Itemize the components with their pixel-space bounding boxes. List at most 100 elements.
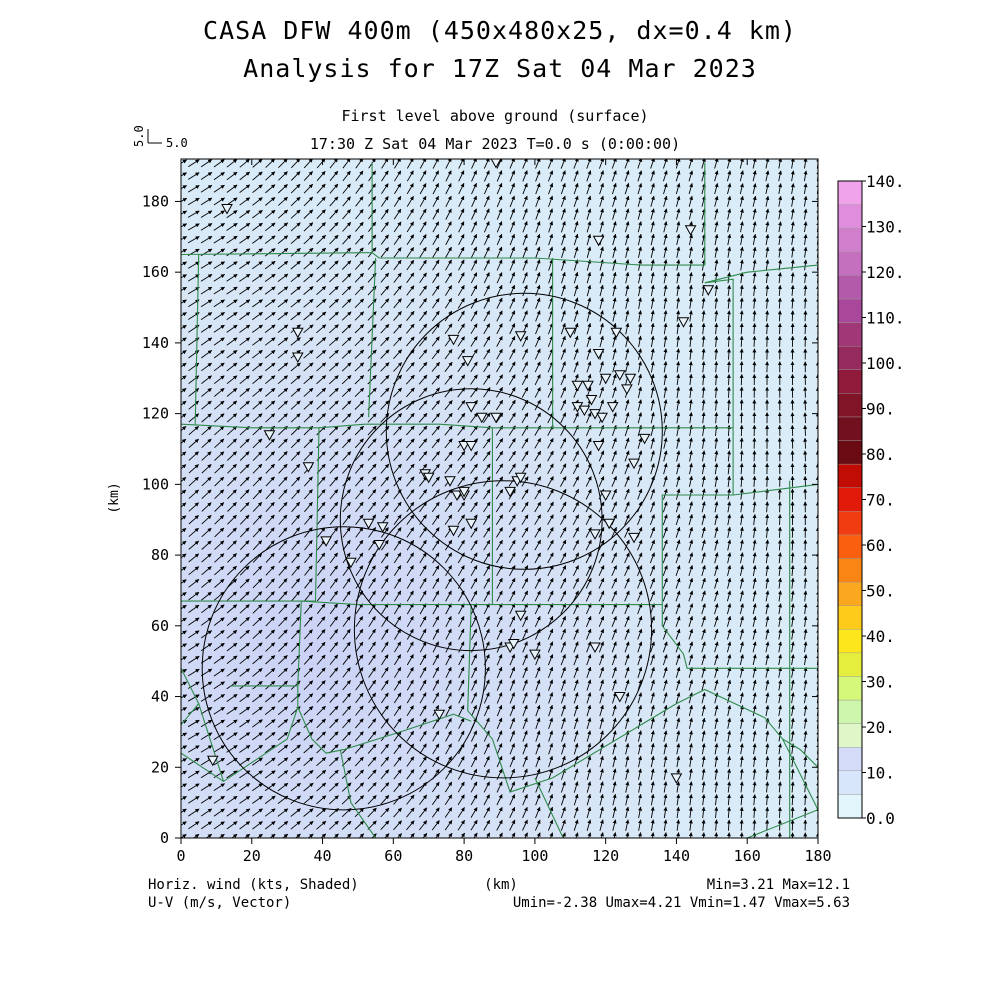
- time-subtitle: 17:30 Z Sat 04 Mar 2023 T=0.0 s (0:00:00…: [309, 135, 681, 153]
- wind-vector: [239, 311, 251, 321]
- level-subtitle: First level above ground (surface): [341, 107, 649, 125]
- wind-vector: [277, 413, 288, 423]
- wind-vector: [790, 526, 795, 538]
- wind-vector: [201, 566, 212, 576]
- wind-vector: [188, 591, 200, 601]
- wind-vector: [226, 248, 238, 257]
- wind-vector: [256, 833, 263, 838]
- wind-vector: [239, 527, 250, 538]
- wind-vector: [265, 540, 275, 551]
- wind-vector: [187, 770, 200, 779]
- wind-vector: [226, 159, 238, 168]
- wind-vector: [265, 629, 276, 640]
- x-tick-label: 140: [663, 847, 690, 865]
- wind-vector: [752, 819, 757, 831]
- wind-vector: [227, 540, 237, 551]
- vector-scale-vertical-label: 5.0: [132, 125, 146, 147]
- wind-vector: [264, 337, 276, 346]
- colorbar-cell: [837, 440, 863, 465]
- wind-vector: [226, 438, 237, 449]
- wind-vector: [264, 273, 276, 282]
- wind-vector: [226, 222, 238, 231]
- wind-vector: [252, 463, 263, 474]
- wind-vector: [252, 413, 263, 423]
- colorbar-cell: [837, 558, 863, 583]
- wind-vector: [188, 808, 200, 817]
- wind-vector: [188, 604, 200, 613]
- wind-vector: [290, 744, 301, 754]
- wind-vector: [252, 757, 263, 766]
- wind-vector: [278, 552, 288, 563]
- wind-vector: [265, 591, 275, 602]
- colorbar-cell: [837, 369, 863, 394]
- wind-vector: [291, 539, 301, 551]
- wind-vector: [200, 261, 213, 269]
- wind-vector: [213, 210, 225, 219]
- wind-vector: [290, 451, 301, 461]
- wind-vector: [181, 502, 187, 508]
- wind-vector: [200, 655, 213, 664]
- wind-vector: [239, 565, 250, 576]
- wind-vector: [277, 235, 289, 244]
- wind-vector: [214, 413, 225, 423]
- wind-vector: [187, 274, 200, 282]
- wind-vector: [239, 668, 251, 677]
- wind-vector: [291, 463, 301, 474]
- colorbar-tick-label: 30.: [866, 673, 895, 692]
- wind-vector: [181, 553, 187, 559]
- wind-vector: [181, 261, 187, 266]
- wind-vector: [181, 668, 187, 674]
- wind-vector: [181, 426, 187, 432]
- wind-vector: [277, 770, 289, 779]
- colorbar-cell: [837, 629, 863, 654]
- wind-vector: [291, 476, 301, 487]
- colorbar-tick-label: 60.: [866, 536, 895, 555]
- wind-vector: [187, 261, 200, 269]
- wind-vector: [239, 795, 251, 804]
- wind-vector: [201, 527, 212, 538]
- wind-vector: [181, 489, 187, 495]
- wind-vector: [226, 197, 238, 206]
- colorbar-tick-label: 0.0: [866, 809, 895, 828]
- colorbar-tick-label: 130.: [866, 218, 905, 237]
- wind-vector: [239, 808, 251, 817]
- wind-vector: [277, 337, 289, 346]
- wind-vector: [213, 719, 225, 728]
- colorbar-cell: [837, 393, 863, 418]
- wind-vector: [226, 235, 238, 244]
- wind-vector: [187, 197, 200, 206]
- wind-vector: [226, 808, 238, 817]
- wind-vector: [277, 400, 288, 410]
- wind-vector: [264, 286, 276, 295]
- colorbar-cell: [837, 487, 863, 512]
- wind-vector: [252, 655, 263, 665]
- wind-vector: [252, 261, 263, 270]
- wind-vector: [181, 821, 187, 826]
- wind-vector: [264, 719, 276, 728]
- y-tick-label: 80: [151, 546, 169, 564]
- wind-vector: [201, 540, 212, 550]
- wind-vector: [213, 375, 225, 385]
- wind-vector: [188, 643, 200, 651]
- y-tick-label: 0: [160, 829, 169, 847]
- wind-vector: [739, 386, 744, 398]
- wind-vector: [265, 159, 276, 168]
- wind-vector: [265, 451, 275, 461]
- wind-vector: [239, 681, 251, 690]
- wind-vector: [226, 783, 238, 791]
- colorbar-cell: [837, 699, 863, 724]
- wind-vector: [226, 350, 238, 359]
- y-tick-label: 100: [142, 475, 169, 493]
- wind-vector: [790, 539, 795, 551]
- wind-vector: [239, 629, 250, 639]
- wind-vector: [213, 681, 225, 690]
- wind-vector: [765, 819, 770, 831]
- wind-vector: [226, 286, 238, 295]
- wind-vector: [226, 451, 237, 461]
- wind-vector: [200, 706, 213, 715]
- colorbar-cell: [837, 275, 863, 300]
- wind-vector: [226, 312, 238, 320]
- wind-vector: [227, 514, 237, 525]
- wind-vector: [277, 184, 288, 194]
- colorbar-cell: [837, 227, 863, 252]
